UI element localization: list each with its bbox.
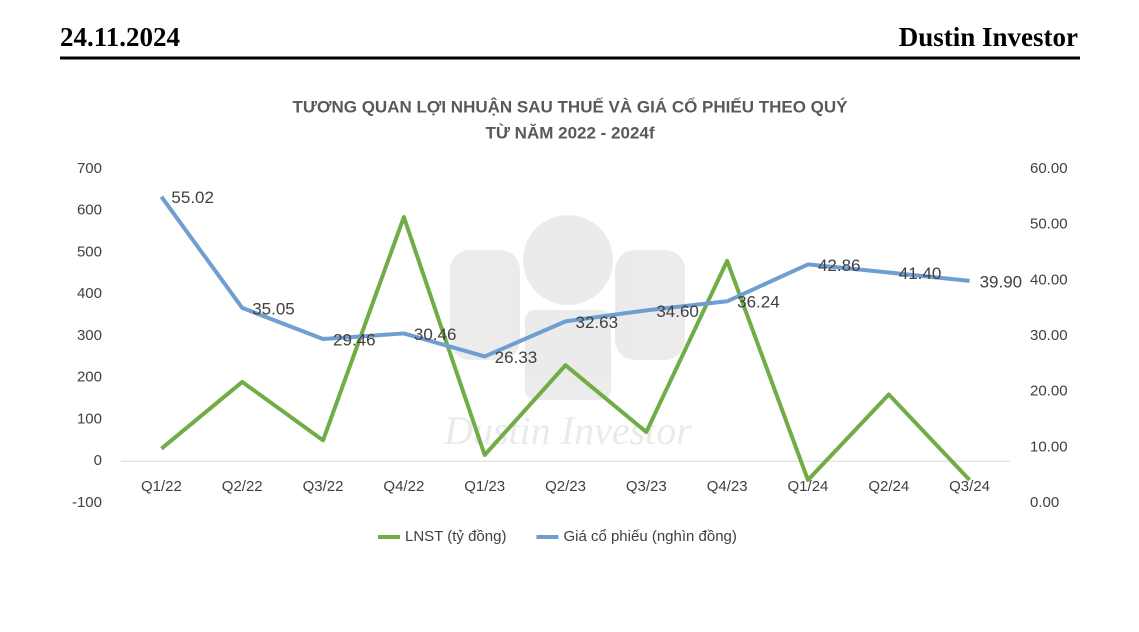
x-tick-label: Q4/22 [383, 478, 424, 495]
data-label: 34.60 [656, 302, 699, 321]
x-tick-label: Q3/22 [303, 478, 344, 495]
y2-tick-label: 60.00 [1030, 160, 1068, 177]
y-tick-label: 500 [77, 243, 102, 260]
y-tick-label: -100 [72, 494, 102, 511]
x-tick-label: Q2/24 [868, 478, 909, 495]
x-tick-label: Q2/22 [222, 478, 263, 495]
y-tick-label: 200 [77, 369, 102, 386]
legend-label: Giá cổ phiếu (nghìn đồng) [563, 528, 736, 545]
chart-subtitle: TỪ NĂM 2022 - 2024f [485, 123, 654, 142]
y2-tick-label: 10.00 [1030, 438, 1068, 455]
y-tick-label: 400 [77, 285, 102, 302]
watermark: Dustin Investor [443, 408, 692, 453]
y2-tick-label: 40.00 [1030, 271, 1068, 288]
data-label: 36.24 [737, 293, 780, 312]
x-tick-label: Q2/23 [545, 478, 586, 495]
data-label: 35.05 [252, 299, 295, 318]
data-label: 55.02 [171, 188, 214, 207]
data-label: 32.63 [576, 313, 619, 332]
data-label: 39.90 [980, 272, 1023, 291]
data-label: 42.86 [818, 256, 861, 275]
y-tick-label: 700 [77, 160, 102, 177]
y2-tick-label: 20.00 [1030, 383, 1068, 400]
x-tick-label: Q1/22 [141, 478, 182, 495]
header-author: Dustin Investor [899, 22, 1078, 52]
y-tick-label: 0 [94, 452, 102, 469]
y2-tick-label: 0.00 [1030, 494, 1059, 511]
y-tick-label: 100 [77, 410, 102, 427]
data-label: 30.46 [414, 325, 457, 344]
x-tick-label: Q3/24 [949, 478, 990, 495]
x-tick-label: Q1/24 [788, 478, 829, 495]
y-tick-label: 600 [77, 202, 102, 219]
y2-tick-label: 50.00 [1030, 216, 1068, 233]
y2-tick-label: 30.00 [1030, 327, 1068, 344]
y-tick-label: 300 [77, 327, 102, 344]
header-date: 24.11.2024 [60, 22, 180, 52]
watermark-logo [450, 215, 685, 400]
x-tick-label: Q1/23 [464, 478, 505, 495]
x-tick-label: Q4/23 [707, 478, 748, 495]
data-label: 41.40 [899, 264, 942, 283]
x-tick-label: Q3/23 [626, 478, 667, 495]
legend-label: LNST (tỷ đồng) [405, 528, 506, 545]
series-line [159, 195, 970, 359]
data-label: 29.46 [333, 330, 376, 349]
chart-title: TƯƠNG QUAN LỢI NHUẬN SAU THUẾ VÀ GIÁ CỔ … [292, 97, 848, 116]
series-line [160, 215, 972, 483]
data-label: 26.33 [495, 348, 538, 367]
